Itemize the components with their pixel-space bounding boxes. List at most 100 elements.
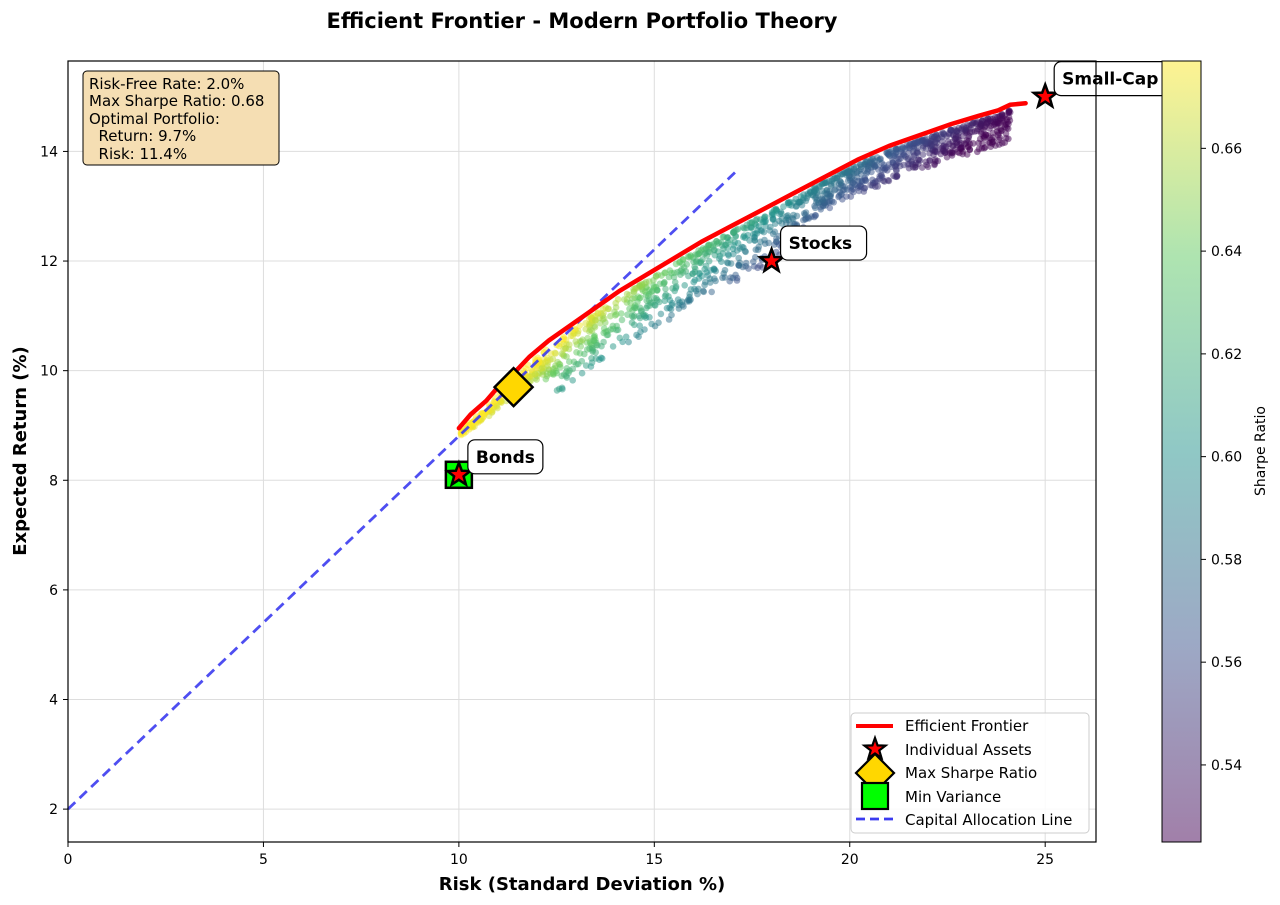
portfolio-point — [537, 365, 545, 373]
portfolio-point — [571, 325, 579, 333]
x-tick-label: 0 — [64, 852, 73, 868]
portfolio-point — [569, 377, 576, 384]
portfolio-point — [849, 179, 857, 186]
portfolio-point — [998, 127, 1005, 135]
portfolio-point — [753, 215, 761, 223]
portfolio-point — [725, 252, 732, 259]
portfolio-point — [758, 227, 765, 235]
portfolio-point — [691, 263, 698, 271]
portfolio-point — [841, 183, 849, 190]
asset-label: Bonds — [476, 448, 535, 468]
portfolio-point — [1005, 108, 1013, 115]
portfolio-point — [746, 219, 754, 227]
colorbar-tick-label: 0.56 — [1211, 655, 1242, 671]
portfolio-point — [1003, 124, 1010, 132]
portfolio-point — [579, 336, 586, 344]
portfolio-point — [652, 273, 660, 280]
portfolio-point — [596, 356, 603, 364]
axis-ticks: 0 5 10 15 20 25 2 4 6 8 10 12 14 — [40, 144, 1054, 868]
portfolio-point — [989, 129, 997, 137]
colorbar-tick-label: 0.66 — [1211, 141, 1242, 157]
portfolio-point — [700, 287, 707, 295]
portfolio-point — [636, 322, 643, 330]
portfolio-point — [718, 258, 725, 266]
portfolio-point — [562, 372, 570, 380]
portfolio-point — [778, 215, 786, 222]
portfolio-point — [632, 285, 639, 292]
portfolio-point — [686, 290, 693, 298]
portfolio-point — [669, 285, 676, 292]
portfolio-point — [627, 299, 634, 307]
portfolio-point — [584, 334, 591, 342]
portfolio-point — [770, 206, 778, 214]
portfolio-point — [655, 319, 662, 327]
portfolio-point — [691, 268, 699, 276]
portfolio-point — [933, 148, 941, 156]
portfolio-point — [984, 120, 991, 127]
portfolio-point — [531, 370, 539, 378]
portfolio-point — [677, 267, 684, 275]
colorbar-ticks: 0.54 0.56 0.58 0.60 0.62 0.64 0.66 — [1201, 141, 1242, 774]
portfolio-point — [735, 262, 743, 269]
portfolio-point — [711, 251, 719, 259]
portfolio-point — [778, 210, 785, 217]
portfolio-point — [497, 398, 504, 405]
portfolio-point — [493, 403, 501, 410]
portfolio-point — [692, 287, 700, 295]
y-tick-label: 12 — [40, 254, 58, 270]
portfolio-point — [754, 264, 761, 272]
portfolio-point — [573, 361, 580, 368]
portfolio-point — [795, 198, 802, 206]
portfolio-point — [751, 234, 758, 241]
portfolio-point — [578, 369, 586, 377]
portfolio-point — [905, 149, 913, 156]
portfolio-point — [762, 217, 769, 224]
portfolio-point — [809, 192, 816, 199]
portfolio-point — [628, 319, 636, 326]
portfolio-point — [618, 316, 626, 324]
capital-allocation-line-path — [67, 170, 738, 811]
portfolio-point — [747, 224, 755, 232]
portfolio-point — [566, 341, 573, 349]
portfolio-point — [609, 343, 617, 350]
asset-star — [756, 245, 787, 274]
portfolio-point — [906, 144, 913, 152]
portfolio-point — [625, 338, 632, 346]
colorbar: 0.54 0.56 0.58 0.60 0.62 0.64 0.66 Sharpe Rati… — [1161, 60, 1269, 843]
portfolio-point — [741, 234, 749, 242]
portfolio-point — [636, 314, 644, 322]
portfolio-point — [782, 219, 790, 227]
portfolio-point — [549, 355, 557, 363]
portfolio-point — [876, 172, 883, 180]
portfolio-point — [922, 145, 930, 152]
portfolio-point — [646, 302, 653, 310]
info-box-background — [82, 70, 280, 166]
portfolio-point — [967, 125, 974, 132]
legend-box — [850, 712, 1090, 834]
portfolio-point — [665, 316, 673, 323]
legend-label-min-variance: Min Variance — [905, 788, 1001, 806]
portfolio-point — [957, 126, 965, 133]
portfolio-point — [934, 134, 942, 142]
info-max-sharpe: Max Sharpe Ratio: 0.68 — [89, 92, 264, 110]
portfolio-point — [660, 280, 667, 288]
colorbar-gradient — [1161, 60, 1202, 843]
portfolio-point — [836, 188, 843, 196]
portfolio-point — [533, 376, 540, 383]
portfolio-point — [681, 282, 688, 289]
portfolio-markers: Bonds Stocks Small-Cap — [444, 61, 1174, 490]
y-tick-label: 14 — [40, 144, 58, 160]
portfolio-point — [989, 138, 996, 146]
portfolio-point — [804, 192, 812, 199]
info-risk: Risk: 11.4% — [89, 145, 187, 163]
portfolio-point — [826, 204, 834, 212]
portfolio-point — [874, 178, 881, 185]
portfolio-point — [624, 311, 631, 319]
portfolio-point — [583, 346, 591, 353]
x-tick-label: 25 — [1036, 852, 1054, 868]
portfolio-point — [661, 293, 669, 300]
portfolio-point — [963, 137, 970, 144]
portfolio-point — [767, 223, 774, 231]
portfolio-point — [969, 119, 976, 127]
portfolio-point — [701, 281, 708, 289]
